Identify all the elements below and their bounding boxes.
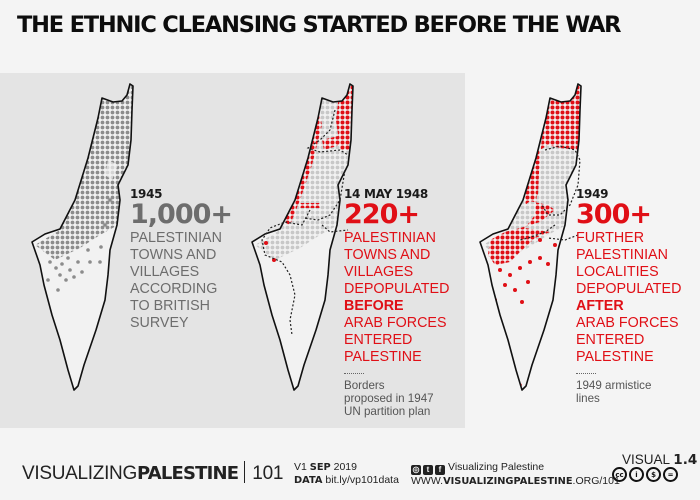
stat-description: PALESTINIAN TOWNS AND VILLAGES ACCORDING… xyxy=(130,230,222,331)
dotted-line-swatch xyxy=(344,373,364,374)
partition-legend: Borders proposed in 1947 UN partition pl… xyxy=(344,373,434,418)
armistice-legend: 1949 armistice lines xyxy=(576,373,651,405)
stat-description: PALESTINIAN TOWNS AND VILLAGES DEPOPULAT… xyxy=(344,230,450,365)
brand-logo: VISUALIZINGPALESTINE 101 xyxy=(22,461,284,484)
stat-description: FURTHER PALESTINIAN LOCALITIES DEPOPULAT… xyxy=(576,230,682,365)
creative-commons-license: cc i $ = xyxy=(612,467,678,482)
dotted-line-swatch xyxy=(576,373,596,374)
social-icons: ◎ t f xyxy=(411,465,445,475)
emphasis-word: AFTER xyxy=(576,298,624,314)
version-info: V1 SEP 2019 DATA bit.ly/vp101data xyxy=(294,461,399,486)
map-1949 xyxy=(479,83,582,391)
brand-divider xyxy=(244,461,246,483)
year-label: 1949 xyxy=(576,187,609,201)
map-1945 xyxy=(31,83,134,391)
year-label: 14 MAY 1948 xyxy=(344,187,428,201)
noncommercial-icon: $ xyxy=(646,467,661,482)
cc-icon: cc xyxy=(612,467,627,482)
facebook-icon[interactable]: f xyxy=(435,465,445,475)
year-label: 1945 xyxy=(130,187,163,201)
page-title: THE ETHNIC CLEANSING STARTED BEFORE THE … xyxy=(17,12,621,38)
twitter-icon[interactable]: t xyxy=(423,465,433,475)
social-info: ◎ t f Visualizing Palestine WWW.VISUALIZIN… xyxy=(411,461,620,487)
noderivatives-icon: = xyxy=(663,467,678,482)
attribution-icon: i xyxy=(629,467,644,482)
stat-number: 300+ xyxy=(576,199,652,230)
emphasis-word: BEFORE xyxy=(344,298,404,314)
map-1948 xyxy=(251,83,354,391)
instagram-icon[interactable]: ◎ xyxy=(411,465,421,475)
stat-block-1948: 14 MAY 1948 220+ PALESTINIAN TOWNS AND V… xyxy=(344,188,449,366)
stat-block-1949: 1949 300+ FURTHER PALESTINIAN LOCALITIES… xyxy=(576,188,681,366)
visual-number: VISUAL 1.4 xyxy=(622,452,698,468)
stat-block-1945: 1945 1,000+ PALESTINIAN TOWNS AND VILLAG… xyxy=(130,187,233,332)
data-link[interactable]: bit.ly/vp101data xyxy=(325,474,399,486)
website-link[interactable]: WWW.VISUALIZINGPALESTINE.ORG/101 xyxy=(411,475,620,487)
stat-number: 220+ xyxy=(344,199,420,230)
stat-number: 1,000+ xyxy=(130,199,233,230)
